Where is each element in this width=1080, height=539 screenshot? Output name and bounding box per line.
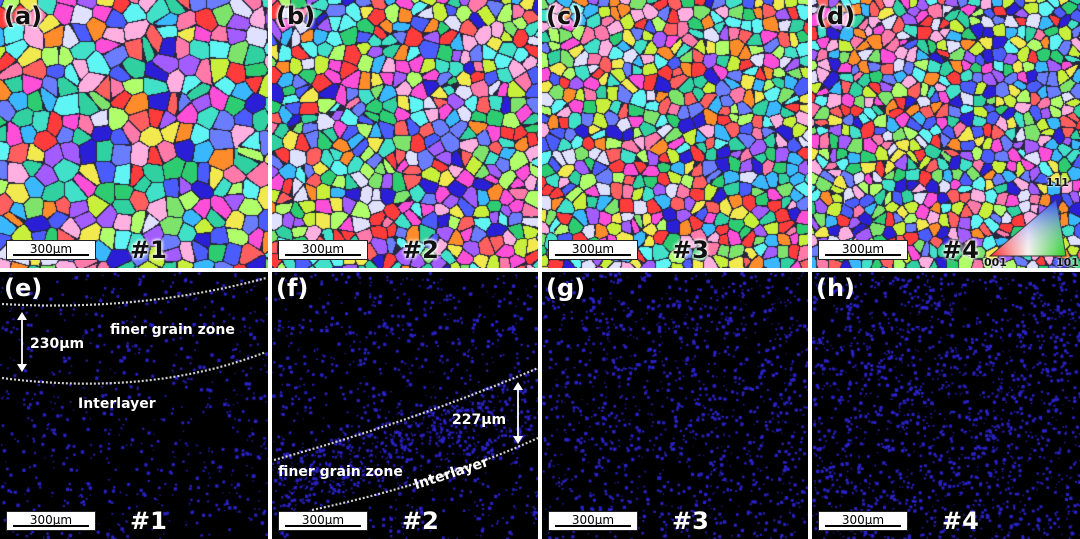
finer-grain-zone-label: finer grain zone — [278, 464, 403, 480]
scale-bar: 300μm — [6, 240, 96, 260]
sample-id: #4 — [942, 236, 979, 264]
ebsd-map-c: (c) 300μm #3 — [542, 0, 808, 268]
ebsd-grain-image — [272, 0, 538, 268]
scale-bar: 300μm — [278, 511, 368, 531]
scale-bar-line — [555, 254, 631, 256]
sample-id: #4 — [942, 507, 979, 535]
scale-bar: 300μm — [548, 240, 638, 260]
scale-bar-label: 300μm — [571, 242, 615, 256]
sample-id: #1 — [130, 236, 167, 264]
dot-map-f: 227μm finer grain zone Interlayer (f) 30… — [272, 272, 538, 539]
scale-bar: 300μm — [548, 511, 638, 531]
ipf-label-001: 001 — [984, 256, 1007, 268]
scale-bar-label: 300μm — [301, 513, 345, 527]
zone-width-label: 227μm — [452, 412, 507, 428]
panel-label: (f) — [276, 274, 309, 302]
ipf-label-101: 101 — [1056, 256, 1079, 268]
zone-width-label: 230μm — [30, 336, 85, 352]
scale-bar: 300μm — [818, 240, 908, 260]
scale-bar-label: 300μm — [841, 513, 885, 527]
scale-bar-line — [825, 525, 901, 527]
scale-bar-line — [555, 525, 631, 527]
sample-id: #2 — [402, 507, 439, 535]
sample-id: #3 — [672, 236, 709, 264]
scale-bar-label: 300μm — [29, 242, 73, 256]
scale-bar-line — [285, 254, 361, 256]
dot-map-e: finer grain zone 230μm Interlayer (e) 30… — [0, 272, 268, 539]
dot-distribution-image — [0, 272, 268, 539]
dot-map-h: (h) 300μm #4 — [812, 272, 1080, 539]
zone-boundaries — [273, 366, 538, 512]
dot-map-g: (g) 300μm #3 — [542, 272, 808, 539]
scale-bar-label: 300μm — [841, 242, 885, 256]
ebsd-grain-image — [542, 0, 808, 268]
ebsd-map-a: (a) 300μm #1 — [0, 0, 268, 268]
dot-distribution-image — [272, 272, 538, 539]
scale-bar: 300μm — [818, 511, 908, 531]
scale-bar-label: 300μm — [29, 513, 73, 527]
scale-bar-label: 300μm — [301, 242, 345, 256]
dot-distribution-image — [812, 272, 1080, 539]
panel-label: (g) — [546, 274, 586, 302]
sample-id: #2 — [402, 236, 439, 264]
sample-id: #1 — [130, 507, 167, 535]
scale-bar: 300μm — [278, 240, 368, 260]
dot-distribution-image — [542, 272, 808, 539]
ebsd-grain-image — [0, 0, 268, 268]
scale-bar-label: 300μm — [571, 513, 615, 527]
panel-label: (h) — [816, 274, 856, 302]
sample-id: #3 — [672, 507, 709, 535]
ipf-color-legend — [988, 199, 1067, 257]
scale-bar-line — [13, 525, 89, 527]
scale-bar-line — [285, 525, 361, 527]
ebsd-map-b: (b) 300μm #2 — [272, 0, 538, 268]
panel-label: (d) — [816, 2, 856, 30]
interlayer-label: Interlayer — [78, 396, 156, 412]
zone-boundaries — [1, 276, 267, 385]
finer-grain-zone-label: finer grain zone — [110, 322, 235, 338]
panel-label: (e) — [4, 274, 43, 302]
panel-label: (a) — [4, 2, 43, 30]
ebsd-map-d: (d) 300μm #4 111 001 — [812, 0, 1080, 268]
scale-bar-line — [825, 254, 901, 256]
scale-bar-line — [13, 254, 89, 256]
ipf-label-111: 111 — [1046, 176, 1069, 189]
panel-label: (b) — [276, 2, 316, 30]
panel-label: (c) — [546, 2, 583, 30]
scale-bar: 300μm — [6, 511, 96, 531]
